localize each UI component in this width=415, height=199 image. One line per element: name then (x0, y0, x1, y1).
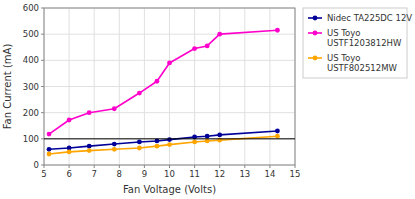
x-tick-label: 11 (189, 169, 200, 179)
series-point (47, 152, 52, 157)
x-tick-label: 15 (290, 169, 301, 179)
series-point (112, 142, 117, 147)
series-point (205, 44, 210, 49)
legend-marker (313, 31, 318, 36)
series-point (112, 106, 117, 111)
series-point (217, 32, 222, 37)
legend-label: Nidec TA225DC 12V (327, 13, 412, 23)
legend-label-line: USTF802512MW (327, 63, 397, 73)
legend-label-line: US Toyo (327, 53, 361, 63)
series-point (137, 140, 142, 145)
x-tick-label: 5 (41, 169, 46, 179)
y-tick-label: 200 (23, 108, 39, 118)
legend-marker (313, 56, 318, 61)
series-point (67, 150, 72, 155)
reference-line (44, 138, 295, 139)
y-grid-line (44, 138, 295, 139)
y-tick-label: 600 (23, 3, 39, 13)
legend: Nidec TA225DC 12VUS ToyoUSTF1203812HWUS … (303, 8, 412, 78)
x-axis-label: Fan Voltage (Volts) (123, 184, 216, 195)
axes: 5 6 7 8 9 10 11 12 13 14 15 0 100 200 300 400 500 600 (23, 3, 301, 179)
legend-label-line: USTF1203812HW (327, 38, 402, 48)
series-line (49, 131, 277, 149)
series-point (192, 140, 197, 145)
x-tick-label: 13 (239, 169, 250, 179)
series-point (275, 134, 280, 139)
series-point (217, 133, 222, 138)
y-tick-label: 0 (34, 160, 39, 170)
series-point (112, 147, 117, 152)
series-point (167, 142, 172, 147)
y-grid-line (44, 86, 295, 87)
series-point (87, 144, 92, 149)
series-line (49, 30, 277, 134)
y-grid-line (44, 112, 295, 113)
x-tick-label: 8 (117, 169, 122, 179)
y-tick-label: 400 (23, 55, 39, 65)
series-point (167, 61, 172, 66)
series-point (67, 118, 72, 123)
plot-data (44, 28, 295, 157)
x-tick-label: 7 (91, 169, 96, 179)
series-point (87, 148, 92, 153)
x-tick-label: 12 (214, 169, 225, 179)
y-tick-label: 300 (23, 82, 39, 92)
chart: 5 6 7 8 9 10 11 12 13 14 15 0 100 200 300 400 500 600 Fan … (0, 0, 415, 199)
series-point (205, 134, 210, 139)
plot-frame (44, 8, 295, 165)
series-point (137, 91, 142, 96)
legend-label: US ToyoUSTF1203812HW (327, 28, 402, 48)
series-point (87, 110, 92, 115)
y-grid-line (44, 34, 295, 35)
y-axis-label: Fan Current (mA) (2, 44, 13, 130)
series-point (192, 46, 197, 51)
series-point (155, 144, 160, 149)
series-point (155, 79, 160, 84)
series-point (47, 132, 52, 137)
y-tick-label: 500 (23, 29, 39, 39)
y-tick-label: 100 (23, 134, 39, 144)
x-tick-label: 14 (264, 169, 275, 179)
legend-label-line: Nidec TA225DC 12V (327, 13, 412, 23)
x-tick-label: 6 (66, 169, 71, 179)
series-point (275, 129, 280, 134)
grid (44, 8, 295, 165)
series-point (275, 28, 280, 33)
series-point (167, 137, 172, 142)
series-point (137, 146, 142, 151)
x-tick-label: 10 (164, 169, 175, 179)
legend-label: US ToyoUSTF802512MW (327, 53, 397, 73)
legend-marker (313, 16, 318, 21)
legend-label-line: US Toyo (327, 28, 361, 38)
x-tick-label: 9 (142, 169, 147, 179)
series-point (47, 147, 52, 152)
